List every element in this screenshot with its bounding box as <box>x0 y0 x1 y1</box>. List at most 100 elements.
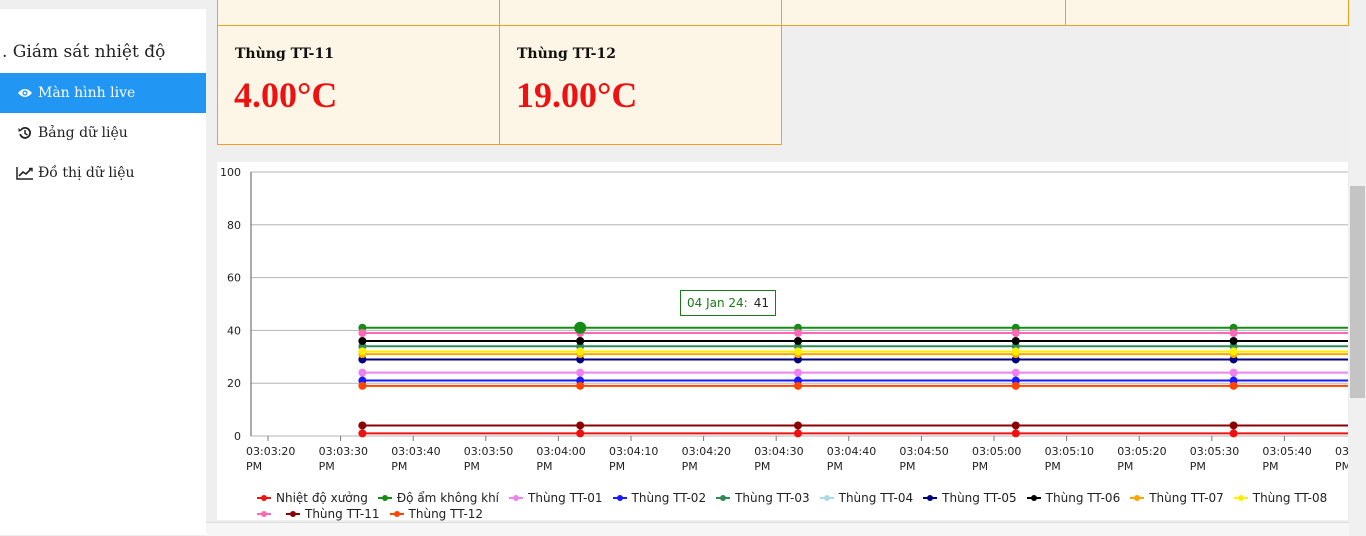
legend-swatch <box>509 494 524 502</box>
sidebar-item-data-chart[interactable]: Đồ thị dữ liệu <box>0 153 206 193</box>
card-title: Thùng TT-11 <box>235 46 334 62</box>
x-tick-label: 03:05:00 <box>972 445 1021 458</box>
x-tick-label: PM <box>972 460 988 473</box>
x-tick-label: PM <box>609 460 625 473</box>
legend-item[interactable]: Thùng TT-12 <box>389 506 484 522</box>
x-tick-label: 03:04:10 <box>609 445 658 458</box>
data-point <box>1011 329 1020 338</box>
x-tick-label: PM <box>391 460 407 473</box>
legend-label: Thùng TT-11 <box>305 507 380 521</box>
sidebar-title: . Giám sát nhiệt độ <box>2 42 166 62</box>
data-point <box>358 347 367 356</box>
tooltip-value: 41 <box>753 296 769 310</box>
legend-label: Thùng TT-03 <box>735 491 810 505</box>
legend-swatch <box>716 494 731 502</box>
legend-label: Thùng TT-05 <box>942 491 1017 505</box>
hovered-data-point <box>574 321 587 334</box>
legend-label: Nhiệt độ xưởng <box>276 491 368 505</box>
legend-item[interactable]: Thùng TT-04 <box>819 490 914 506</box>
data-point <box>793 381 802 390</box>
legend-item[interactable]: Thùng TT-01 <box>509 490 603 506</box>
legend-swatch <box>1130 494 1145 502</box>
x-tick-label: 03:04:50 <box>899 445 948 458</box>
data-point <box>1229 429 1238 438</box>
data-point <box>1229 336 1238 345</box>
sensor-card-tt-11: Thùng TT-11 4.00°C <box>217 25 500 145</box>
x-tick-label: 03: <box>1335 445 1348 458</box>
y-tick-label: 80 <box>227 219 241 232</box>
x-tick-label: PM <box>899 460 915 473</box>
data-point <box>358 368 367 377</box>
x-tick-label: PM <box>1190 460 1206 473</box>
tooltip-label: 04 Jan 24: <box>687 296 748 310</box>
x-tick-label: PM <box>1045 460 1061 473</box>
data-point <box>793 429 802 438</box>
legend-swatch <box>286 510 300 518</box>
legend-item[interactable]: Thùng TT-11 <box>286 506 380 522</box>
sidebar-item-live[interactable]: Màn hình live <box>0 73 206 113</box>
legend-item[interactable]: Thùng TT-06 <box>1026 490 1120 506</box>
data-point <box>1011 381 1020 390</box>
data-point <box>793 336 802 345</box>
y-tick-label: 0 <box>234 430 241 443</box>
eye-icon <box>16 85 34 101</box>
x-tick-label: PM <box>682 460 698 473</box>
x-tick-label: PM <box>1335 460 1348 473</box>
x-tick-label: 03:03:40 <box>391 445 440 458</box>
data-point <box>793 329 802 338</box>
legend-swatch <box>377 494 392 502</box>
data-point <box>1229 421 1238 430</box>
data-point <box>358 421 367 430</box>
card-temperature-value: 19.00°C <box>516 75 638 115</box>
legend-label: Thùng TT-08 <box>1252 491 1328 505</box>
x-tick-label: 03:04:40 <box>827 445 876 458</box>
history-icon <box>16 125 34 141</box>
x-tick-label: 03:04:30 <box>754 445 803 458</box>
x-tick-label: PM <box>536 460 552 473</box>
data-point <box>358 329 367 338</box>
live-chart-panel: 0 20 40 60 80 100 03:03:20 PM 03:03:30 PM 03:03:40… <box>217 162 1348 522</box>
x-tick-label: 03:04:20 <box>682 445 731 458</box>
x-tick-label: PM <box>246 460 262 473</box>
line-chart-icon <box>16 165 34 181</box>
data-point <box>576 429 585 438</box>
scrollbar-thumb[interactable] <box>1350 186 1365 398</box>
sidebar-item-label: Bảng dữ liệu <box>38 125 128 141</box>
x-tick-label: 03:05:40 <box>1262 445 1311 458</box>
x-tick-label: 03:04:00 <box>536 445 585 458</box>
data-point <box>1011 368 1020 377</box>
legend-label: Thùng TT-04 <box>838 491 914 505</box>
legend-label: Thùng TT-12 <box>408 507 484 521</box>
legend-item[interactable]: Thùng TT-05 <box>923 490 1017 506</box>
data-point <box>1229 347 1238 356</box>
sidebar: . Giám sát nhiệt độ Màn hình live Bảng d… <box>0 9 206 535</box>
legend-item[interactable]: Thùng TT-08 <box>1233 490 1328 506</box>
legend-swatch <box>389 510 404 518</box>
data-point <box>1011 347 1020 356</box>
sensor-card <box>499 0 782 26</box>
legend-item[interactable]: Thùng TT-03 <box>716 490 810 506</box>
chart-tooltip: 04 Jan 24: 41 <box>680 290 776 316</box>
sensor-card <box>1065 0 1349 26</box>
x-tick-label: PM <box>1262 460 1278 473</box>
sidebar-item-data-table[interactable]: Bảng dữ liệu <box>0 113 206 153</box>
live-chart[interactable]: 0 20 40 60 80 100 03:03:20 PM 03:03:30 PM 03:03:40… <box>217 162 1348 520</box>
legend-item[interactable]: Thùng TT-02 <box>612 490 706 506</box>
legend-label: Thùng TT-07 <box>1149 491 1224 505</box>
sensor-card <box>781 0 1066 26</box>
data-point <box>1229 329 1238 338</box>
sidebar-item-label: Đồ thị dữ liệu <box>38 165 135 181</box>
x-tick-label: PM <box>464 460 480 473</box>
data-point <box>576 368 585 377</box>
y-tick-label: 60 <box>227 272 241 285</box>
y-tick-label: 100 <box>220 166 241 179</box>
x-tick-label: 03:03:30 <box>319 445 368 458</box>
x-tick-label: PM <box>754 460 770 473</box>
legend-item[interactable]: Nhiệt độ xưởng <box>257 490 368 506</box>
legend-item[interactable]: Thùng TT-07 <box>1130 490 1224 506</box>
legend-item[interactable] <box>257 506 276 522</box>
data-point <box>358 381 367 390</box>
sensor-card <box>217 0 500 26</box>
legend-item[interactable]: Độ ẩm không khí <box>377 490 499 506</box>
data-point <box>793 421 802 430</box>
